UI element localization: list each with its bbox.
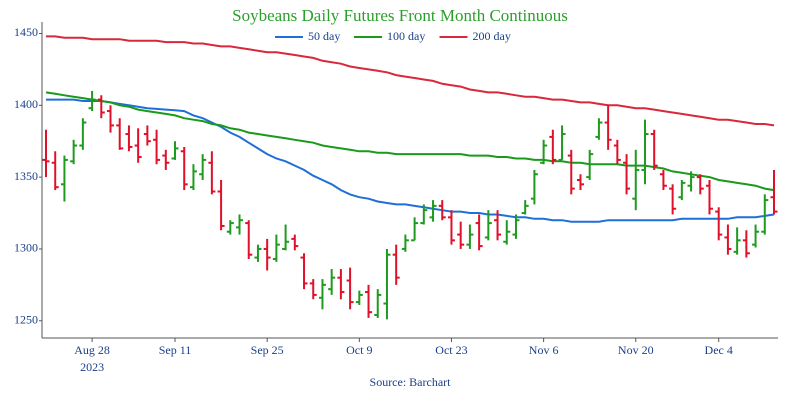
ma-line [46,35,775,127]
legend-label: 100 day [387,29,425,43]
legend-label: 50 day [308,29,340,43]
y-tick-label: 1450 [14,25,38,39]
y-tick-label: 1250 [14,313,38,327]
x-tick-label: Aug 28 [74,343,110,357]
x-tick-label: Oct 23 [435,343,467,357]
x-tick-label: Oct 9 [346,343,372,357]
legend-label: 200 day [473,29,511,43]
x-tick-label: Dec 4 [705,343,733,357]
x-tick-label: Nov 6 [529,343,559,357]
y-tick-label: 1400 [14,97,38,111]
x-year-label: 2023 [80,360,104,374]
x-tick-label: Sep 11 [159,343,192,357]
y-tick-label: 1350 [14,169,38,183]
ma-line [45,91,775,192]
x-tick-label: Sep 25 [251,343,284,357]
x-tick-label: Nov 20 [618,343,654,357]
ma-line [46,98,775,223]
y-tick-label: 1300 [14,241,38,255]
source-note: Source: Barchart [370,375,452,389]
chart-title: Soybeans Daily Futures Front Month Conti… [232,6,568,25]
